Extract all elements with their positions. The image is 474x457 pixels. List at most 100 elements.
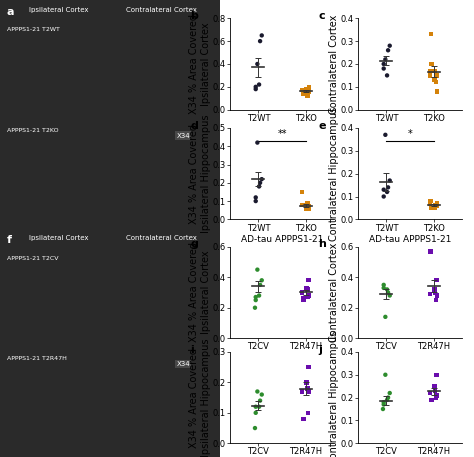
Point: [382, 56, 389, 63]
Point: [252, 194, 259, 201]
Point: [431, 76, 438, 84]
X-axis label: AD-tau APPPS1-21: AD-tau APPPS1-21: [369, 235, 451, 244]
Y-axis label: Contralateral Hippocampus: Contralateral Hippocampus: [329, 106, 339, 241]
Point: [255, 183, 263, 190]
Point: [386, 42, 393, 49]
Point: [256, 179, 264, 186]
Text: h: h: [318, 239, 326, 250]
Point: [303, 199, 311, 207]
Point: [427, 248, 434, 255]
Text: APPPS1-21 T2R47H: APPPS1-21 T2R47H: [7, 356, 66, 361]
Point: [252, 197, 259, 205]
Point: [303, 385, 311, 392]
Point: [306, 292, 313, 299]
Point: [304, 409, 312, 416]
Point: [434, 292, 441, 299]
Point: [384, 184, 392, 191]
Point: [258, 276, 265, 284]
Point: [426, 389, 434, 397]
Text: APPPS1-21 T2CV: APPPS1-21 T2CV: [7, 256, 58, 261]
Point: [428, 396, 435, 404]
Point: [258, 391, 265, 398]
Point: [303, 379, 310, 386]
Y-axis label: Contralateral Hippocampus: Contralateral Hippocampus: [329, 330, 339, 457]
Point: [382, 131, 389, 138]
Point: [256, 281, 264, 288]
Point: [434, 392, 441, 399]
Point: [305, 88, 312, 95]
Point: [252, 293, 259, 301]
Text: **: **: [277, 129, 287, 139]
Point: [428, 204, 435, 212]
Point: [303, 85, 310, 93]
Point: [299, 201, 306, 208]
Point: [426, 290, 434, 298]
Y-axis label: X34 % Area Covered
Ipsilateral Hippocampus: X34 % Area Covered Ipsilateral Hippocamp…: [190, 114, 211, 233]
Point: [298, 289, 306, 296]
Point: [431, 286, 438, 293]
Point: [305, 276, 312, 284]
Text: d: d: [190, 121, 198, 131]
Point: [300, 201, 307, 208]
Text: *: *: [408, 129, 412, 139]
Point: [305, 203, 312, 210]
Y-axis label: Contralateral Cortex: Contralateral Cortex: [329, 14, 339, 114]
Point: [380, 193, 387, 200]
Point: [303, 284, 310, 292]
Text: X34: X34: [176, 133, 190, 138]
Point: [380, 60, 387, 68]
Point: [432, 297, 440, 304]
Point: [433, 72, 440, 79]
Point: [383, 396, 391, 404]
Point: [258, 32, 265, 39]
Text: Ipsilateral Cortex: Ipsilateral Cortex: [28, 7, 88, 13]
Point: [255, 292, 263, 299]
Point: [298, 188, 306, 196]
Text: i: i: [190, 345, 194, 355]
Y-axis label: X34 % Area Covered
Ipsilateral Cortex: X34 % Area Covered Ipsilateral Cortex: [190, 243, 211, 342]
Point: [427, 67, 434, 74]
Point: [433, 202, 440, 209]
Point: [432, 79, 440, 86]
Point: [305, 363, 312, 371]
Point: [252, 85, 259, 93]
Y-axis label: X34 % Area Covered
Ipsilateral Cortex: X34 % Area Covered Ipsilateral Cortex: [190, 14, 211, 114]
Point: [432, 394, 440, 401]
Point: [427, 197, 434, 205]
Text: g: g: [190, 239, 198, 250]
Text: c: c: [318, 11, 325, 21]
Point: [298, 388, 306, 395]
Point: [298, 87, 306, 94]
Text: APPPS1-21 T2WT: APPPS1-21 T2WT: [7, 27, 60, 32]
Text: b: b: [190, 11, 198, 21]
Point: [386, 292, 393, 299]
Point: [431, 289, 439, 296]
Point: [256, 37, 264, 45]
Point: [255, 81, 263, 88]
Point: [380, 281, 387, 288]
Point: [428, 31, 435, 38]
Point: [303, 205, 310, 212]
Point: [254, 388, 261, 395]
Point: [431, 67, 439, 74]
Point: [431, 204, 438, 212]
Point: [300, 297, 307, 304]
Point: [300, 415, 307, 423]
Point: [433, 371, 440, 378]
Point: [380, 186, 387, 193]
Point: [431, 383, 438, 390]
Y-axis label: Contralateral Cortex: Contralateral Cortex: [329, 243, 339, 342]
Point: [383, 286, 391, 293]
Point: [252, 403, 259, 410]
Point: [431, 202, 439, 209]
Point: [254, 139, 261, 146]
Point: [300, 295, 307, 302]
Y-axis label: X34 % Area Covered
Ipsilateral Hippocampus: X34 % Area Covered Ipsilateral Hippocamp…: [190, 338, 211, 457]
Point: [251, 425, 259, 432]
Point: [426, 72, 434, 79]
Point: [380, 401, 387, 408]
Point: [306, 388, 313, 395]
Point: [383, 72, 391, 79]
Point: [382, 371, 389, 378]
Text: Contralateral Cortex: Contralateral Cortex: [126, 7, 197, 13]
